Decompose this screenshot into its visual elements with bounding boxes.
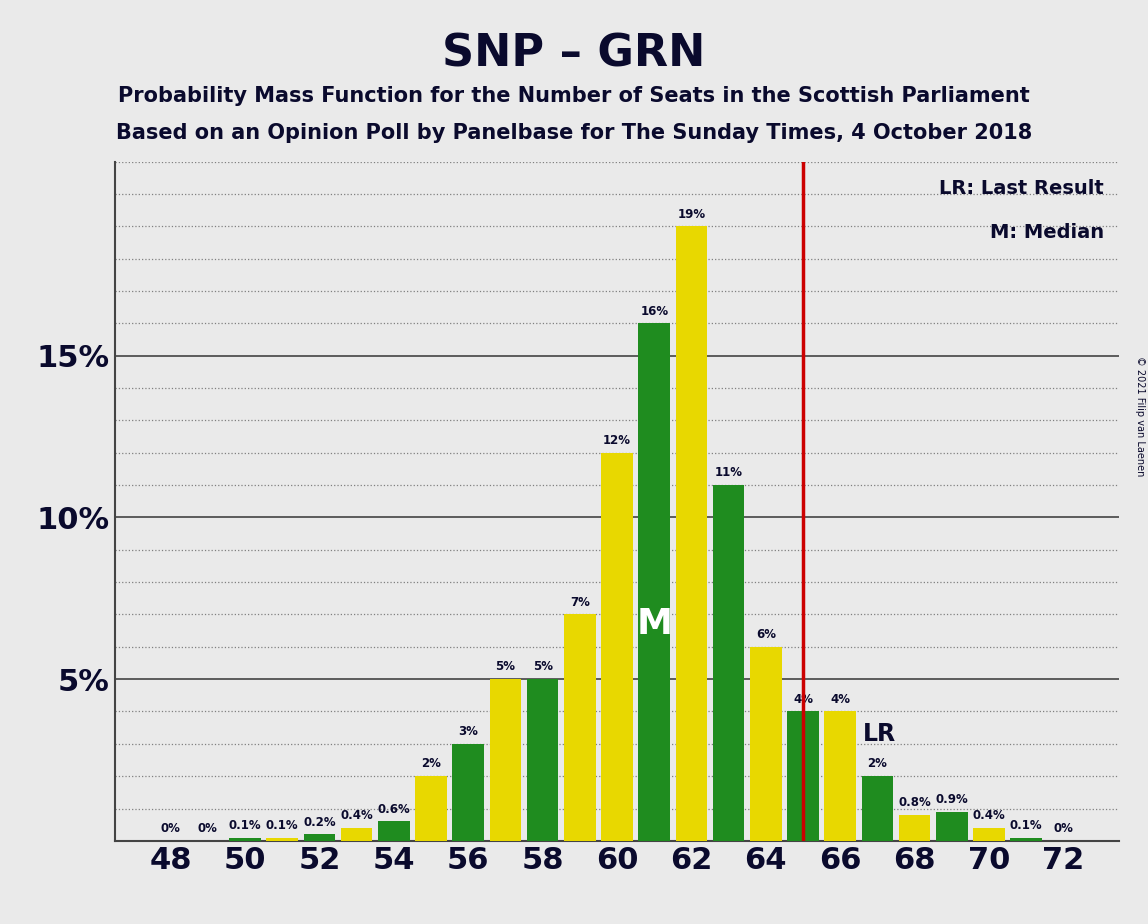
Text: 12%: 12% [603, 434, 631, 447]
Text: 4%: 4% [830, 693, 851, 706]
Bar [713, 485, 744, 841]
Bar [452, 744, 484, 841]
Bar [564, 614, 596, 841]
Bar [602, 453, 633, 841]
Text: 16%: 16% [641, 305, 668, 318]
Text: 11%: 11% [715, 467, 743, 480]
Bar [862, 776, 893, 841]
Text: SNP – GRN: SNP – GRN [442, 32, 706, 76]
Text: 6%: 6% [755, 628, 776, 641]
Bar [899, 815, 931, 841]
Text: 0.9%: 0.9% [936, 793, 968, 806]
Text: 0.6%: 0.6% [378, 803, 410, 816]
Bar [936, 812, 968, 841]
Bar [303, 834, 335, 841]
Text: 0%: 0% [197, 822, 218, 835]
Bar [341, 828, 372, 841]
Text: 0.4%: 0.4% [340, 809, 373, 822]
Text: 0.8%: 0.8% [898, 796, 931, 809]
Bar [378, 821, 410, 841]
Text: 0.4%: 0.4% [972, 809, 1006, 822]
Text: 0.2%: 0.2% [303, 816, 335, 829]
Bar [638, 323, 670, 841]
Text: Based on an Opinion Poll by Panelbase for The Sunday Times, 4 October 2018: Based on an Opinion Poll by Panelbase fo… [116, 123, 1032, 143]
Text: 2%: 2% [868, 758, 887, 771]
Text: M: M [636, 606, 673, 640]
Text: 19%: 19% [677, 208, 706, 221]
Text: 0%: 0% [1054, 822, 1073, 835]
Bar [527, 679, 558, 841]
Text: © 2021 Filip van Laenen: © 2021 Filip van Laenen [1135, 356, 1145, 476]
Text: LR: Last Result: LR: Last Result [939, 178, 1104, 198]
Text: 5%: 5% [533, 661, 552, 674]
Text: Probability Mass Function for the Number of Seats in the Scottish Parliament: Probability Mass Function for the Number… [118, 86, 1030, 106]
Text: 0%: 0% [161, 822, 180, 835]
Bar [230, 838, 261, 841]
Bar [824, 711, 856, 841]
Bar [1010, 838, 1042, 841]
Text: 2%: 2% [421, 758, 441, 771]
Bar [974, 828, 1004, 841]
Bar [416, 776, 447, 841]
Text: 0.1%: 0.1% [1010, 819, 1042, 832]
Bar [788, 711, 819, 841]
Text: 7%: 7% [569, 596, 590, 609]
Text: 0.1%: 0.1% [266, 819, 298, 832]
Bar [676, 226, 707, 841]
Text: LR: LR [862, 723, 895, 746]
Text: 0.1%: 0.1% [228, 819, 262, 832]
Text: 5%: 5% [496, 661, 515, 674]
Bar [266, 838, 298, 841]
Text: 3%: 3% [458, 725, 479, 738]
Bar [750, 647, 782, 841]
Text: 4%: 4% [793, 693, 813, 706]
Text: M: Median: M: Median [990, 223, 1104, 242]
Bar [490, 679, 521, 841]
